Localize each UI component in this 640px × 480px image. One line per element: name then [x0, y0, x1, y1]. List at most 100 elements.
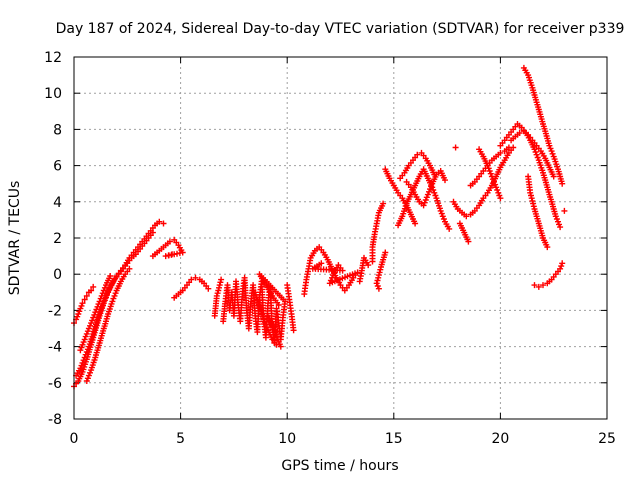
data-point-marker [375, 285, 382, 292]
plot-frame [73, 56, 608, 420]
data-point-marker [83, 292, 90, 299]
y-tick-label: 12 [44, 50, 62, 66]
x-tick-label: 0 [70, 431, 79, 447]
data-point-marker [544, 244, 551, 251]
series-arc-21 [476, 146, 504, 202]
data-point-marker [465, 238, 472, 245]
series-arc-12 [356, 254, 372, 285]
data-point-marker [558, 263, 565, 270]
data-point-marker [85, 372, 92, 379]
data-point-marker [260, 316, 267, 323]
data-point-marker [549, 150, 556, 157]
data-point-marker [561, 207, 568, 214]
data-point-marker [81, 296, 88, 303]
point-layer [71, 64, 568, 390]
data-point-marker [540, 282, 546, 289]
data-point-marker [380, 200, 387, 207]
data-point-marker [188, 276, 195, 283]
y-tick-label: -2 [48, 303, 62, 319]
series-arc-19 [450, 144, 517, 220]
series-arc-7 [171, 274, 212, 301]
data-point-marker [162, 253, 169, 260]
data-point-marker [559, 260, 566, 267]
chart-title: Day 187 of 2024, Sidereal Day-to-day VTE… [56, 21, 625, 37]
tick-layer: 0 5 10 15 20 25 -8 -6 -4 -2 0 2 4 6 8 10 12 [44, 50, 616, 447]
series-arc-5 [77, 273, 114, 354]
y-tick-label: 4 [53, 195, 62, 211]
series-arc-24 [508, 128, 557, 180]
data-point-marker [109, 298, 116, 305]
series-arc-10 [284, 282, 297, 334]
data-point-marker [90, 283, 97, 290]
data-point-marker [437, 207, 444, 214]
data-point-marker [126, 265, 133, 272]
y-tick-label: 0 [53, 267, 62, 283]
data-point-marker [414, 151, 421, 158]
data-point-marker [81, 354, 88, 361]
data-point-marker [290, 327, 297, 334]
y-tick-label: -8 [48, 412, 62, 428]
grid-layer [74, 57, 607, 419]
data-point-marker [442, 177, 448, 184]
series-arc-11 [301, 244, 361, 298]
series-arc-9 [252, 289, 284, 350]
data-point-marker [557, 224, 564, 231]
data-point-marker [169, 251, 176, 258]
x-tick-label: 5 [176, 431, 185, 447]
data-point-marker [365, 262, 372, 269]
y-tick-label: 8 [53, 122, 62, 138]
data-point-marker [326, 280, 333, 287]
data-point-marker [491, 178, 497, 185]
series-arc-8 [211, 271, 289, 346]
data-point-marker [81, 336, 88, 343]
data-point-marker [430, 187, 437, 193]
x-tick-label: 15 [385, 431, 403, 447]
data-point-marker [559, 180, 566, 187]
data-point-marker [533, 151, 540, 158]
data-point-marker [318, 260, 325, 267]
data-point-marker [547, 145, 554, 152]
data-point-marker [275, 302, 282, 308]
y-tick-label: 6 [53, 159, 62, 175]
data-point-marker [505, 144, 512, 151]
data-point-marker [463, 213, 470, 220]
x-tick-label: 25 [598, 431, 616, 447]
data-point-marker [516, 130, 523, 136]
x-tick-label: 20 [491, 431, 509, 447]
data-point-marker [160, 220, 167, 227]
data-point-marker [452, 144, 459, 151]
series-arc-17 [403, 168, 448, 209]
data-point-marker [79, 300, 86, 307]
data-point-marker [218, 276, 225, 283]
data-point-marker [497, 195, 504, 202]
data-point-marker [487, 170, 494, 177]
data-point-marker [88, 287, 95, 294]
data-point-marker [494, 187, 501, 193]
y-tick-label: -4 [48, 340, 62, 356]
data-point-marker [427, 186, 433, 193]
data-point-marker [374, 277, 381, 284]
data-point-marker [205, 285, 212, 292]
data-point-marker [165, 252, 172, 259]
y-tick-label: -6 [48, 376, 62, 392]
y-axis-label: SDTVAR / TECUs [7, 181, 23, 296]
data-point-marker [535, 283, 542, 290]
series-arc-13 [369, 200, 389, 292]
data-point-marker [531, 282, 538, 289]
series-arc-6 [149, 236, 186, 260]
series-arc-4 [83, 265, 133, 384]
data-point-marker [412, 220, 419, 227]
data-point-marker [446, 225, 453, 232]
data-point-marker [192, 274, 199, 281]
data-point-marker [107, 273, 114, 279]
data-point-marker [497, 149, 504, 156]
data-point-marker [96, 298, 103, 305]
data-point-marker [156, 218, 163, 225]
series-arc-25 [525, 173, 551, 251]
x-axis-label: GPS time / hours [281, 458, 398, 474]
series-arc-23 [520, 64, 566, 187]
y-tick-label: 10 [44, 86, 62, 102]
data-point-marker [273, 329, 280, 336]
